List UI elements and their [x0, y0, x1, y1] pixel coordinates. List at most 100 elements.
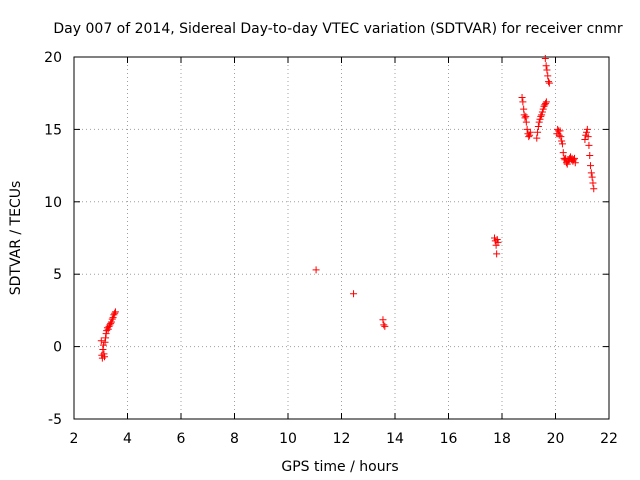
y-tick-label: 5 [53, 267, 62, 283]
data-point [520, 111, 528, 119]
x-tick-label: 2 [70, 431, 79, 447]
x-tick-label: 6 [177, 431, 186, 447]
axis-tick-labels: 2 4 6 8 10 12 14 16 18 20 22 -5 0 5 10 15 20 [44, 50, 618, 447]
x-tick-label: 10 [279, 431, 297, 447]
data-point [544, 72, 552, 80]
data-point [533, 134, 541, 142]
y-tick-label: -5 [48, 412, 62, 428]
chart-title: Day 007 of 2014, Sidereal Day-to-day VTE… [53, 21, 622, 37]
data-point [518, 94, 526, 102]
x-tick-label: 16 [440, 431, 458, 447]
x-tick-label: 22 [600, 431, 618, 447]
data-point [493, 235, 501, 243]
data-point [566, 153, 574, 161]
data-point [526, 128, 534, 136]
data-point [106, 321, 114, 329]
data-point [110, 311, 118, 319]
data-point [109, 314, 117, 322]
y-tick-label: 10 [44, 195, 62, 211]
data-point [526, 131, 534, 139]
data-point [381, 322, 389, 330]
data-point [545, 78, 553, 86]
data-point [111, 308, 119, 316]
data-point [534, 123, 542, 131]
data-point [563, 160, 571, 168]
data-point [557, 133, 565, 141]
data-point [102, 330, 110, 338]
data-point [525, 133, 533, 141]
data-point [350, 290, 358, 298]
data-point [583, 125, 591, 133]
data-point [522, 112, 530, 120]
data-point [538, 108, 546, 116]
x-tick-label: 20 [547, 431, 565, 447]
data-point [585, 141, 593, 149]
data-point [542, 98, 550, 106]
grid [74, 57, 609, 419]
data-point [380, 321, 388, 329]
data-point [111, 309, 119, 317]
data-point [107, 319, 115, 327]
data-point [523, 125, 531, 133]
x-tick-label: 12 [333, 431, 351, 447]
data-point [541, 54, 549, 62]
data-point [107, 318, 115, 326]
x-tick-label: 8 [230, 431, 239, 447]
data-point [99, 345, 107, 353]
data-point [519, 98, 527, 106]
data-point [542, 99, 550, 107]
data-point [520, 105, 528, 113]
data-point [543, 66, 551, 74]
axis-ticks [73, 56, 610, 420]
data-point [101, 338, 109, 346]
data-point [537, 112, 545, 120]
x-tick-label: 18 [493, 431, 511, 447]
y-tick-label: 15 [44, 122, 62, 138]
data-point [588, 173, 596, 181]
data-point [584, 133, 592, 141]
data-point [570, 154, 578, 162]
data-point [379, 316, 387, 324]
data-point [583, 128, 591, 136]
x-tick-label: 4 [123, 431, 132, 447]
data-point [105, 322, 113, 330]
data-point [99, 341, 107, 349]
data-point [571, 159, 579, 167]
x-axis-label: GPS time / hours [281, 459, 398, 475]
data-point [100, 353, 108, 361]
data-point [587, 169, 595, 177]
y-tick-label: 20 [44, 50, 62, 66]
x-tick-label: 14 [386, 431, 404, 447]
data-point [493, 250, 501, 258]
data-point [97, 337, 105, 345]
data-point [535, 118, 543, 126]
data-point [539, 105, 547, 113]
data-point [542, 62, 550, 70]
data-points [97, 54, 598, 362]
data-point [558, 137, 566, 145]
data-point [587, 162, 595, 170]
data-point [102, 334, 110, 342]
y-axis-label: SDTVAR / TECUs [8, 181, 24, 296]
data-point [540, 102, 548, 110]
data-point [590, 185, 598, 193]
data-point [558, 140, 566, 148]
data-point [555, 131, 563, 139]
data-point [494, 238, 502, 246]
data-point [522, 118, 530, 126]
data-point [545, 79, 553, 87]
data-point [108, 315, 116, 323]
data-point [534, 128, 542, 136]
data-point [556, 127, 564, 135]
data-point [581, 136, 589, 144]
data-point [104, 325, 112, 333]
data-point [100, 350, 108, 358]
data-point [570, 156, 578, 164]
data-point [586, 151, 594, 159]
y-tick-label: 0 [53, 340, 62, 356]
data-point [103, 327, 111, 335]
data-point [559, 149, 567, 157]
data-point [541, 101, 549, 109]
data-point [312, 266, 320, 274]
